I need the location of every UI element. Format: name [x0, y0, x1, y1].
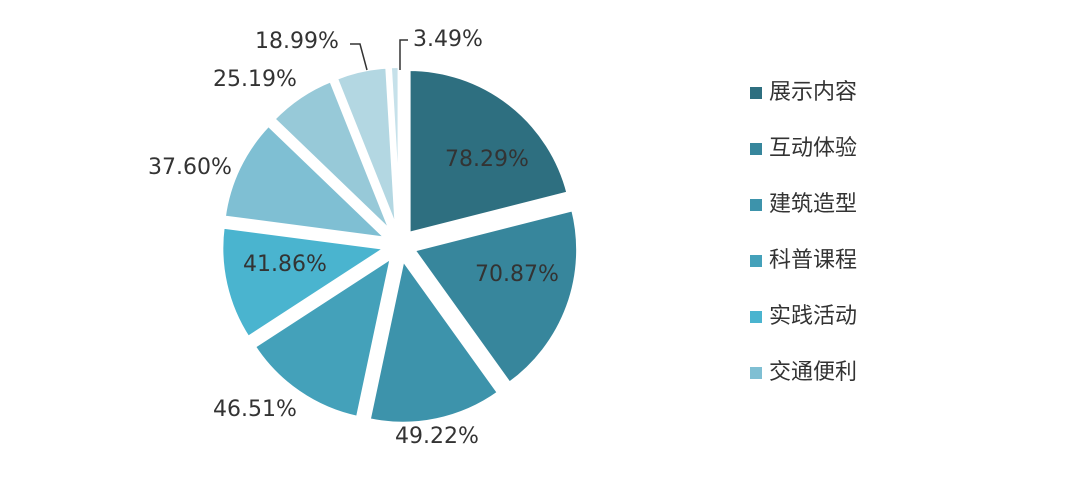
pie-slice	[219, 224, 392, 341]
legend-label: 展示内容	[769, 80, 857, 105]
legend-label: 实践活动	[769, 304, 857, 329]
legend-label: 建筑造型	[769, 192, 857, 217]
legend-swatch	[750, 367, 762, 379]
pie-slice	[270, 77, 395, 235]
pie-slice	[406, 66, 571, 237]
data-label: 49.22%	[395, 424, 479, 449]
leader-line	[399, 39, 408, 70]
pie-slice	[333, 64, 399, 233]
legend-swatch	[750, 199, 762, 211]
leader-line	[350, 43, 368, 71]
data-label: 37.60%	[148, 155, 232, 180]
legend-swatch	[750, 143, 762, 155]
legend-swatch	[750, 87, 762, 99]
data-label: 70.87%	[475, 262, 559, 287]
legend-swatch	[750, 311, 762, 323]
data-label: 41.86%	[243, 252, 327, 277]
pie	[219, 64, 581, 426]
data-labels: 78.29% 70.87% 49.22% 46.51% 41.86% 37.60% 25.1…	[148, 27, 559, 449]
pie-slice	[409, 206, 581, 387]
pie-slice	[221, 121, 394, 242]
legend-label: 交通便利	[769, 360, 857, 385]
data-label: 78.29%	[445, 147, 529, 172]
data-label: 46.51%	[213, 397, 297, 422]
data-label: 18.99%	[255, 29, 339, 54]
pie-slice	[250, 252, 396, 421]
legend-swatch	[750, 255, 762, 267]
legend-label: 互动体验	[769, 136, 857, 161]
data-label: 25.19%	[213, 67, 297, 92]
data-label: 3.49%	[413, 27, 483, 52]
legend-label: 科普课程	[769, 248, 857, 273]
pie-slice	[366, 253, 502, 426]
